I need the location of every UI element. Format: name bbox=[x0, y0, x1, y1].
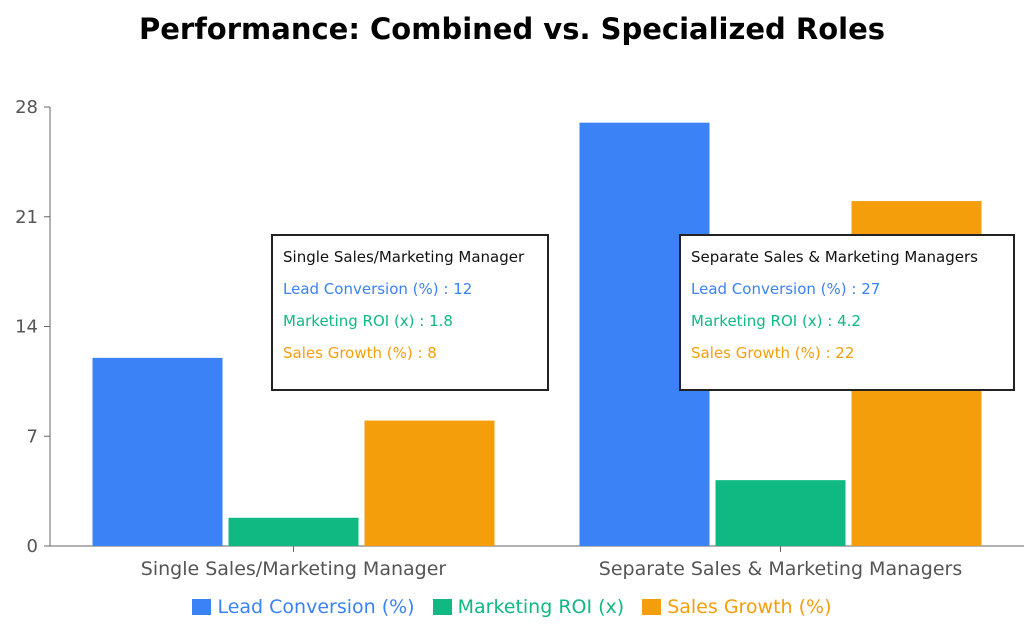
tooltip-row-sales-growth: Sales Growth (%) : 8 bbox=[283, 344, 437, 362]
tooltip-row-marketing-roi: Marketing ROI (x) : 1.8 bbox=[283, 312, 453, 330]
legend-swatch bbox=[192, 599, 212, 615]
bar bbox=[364, 420, 495, 546]
tooltip-row-lead-conversion: Lead Conversion (%) : 27 bbox=[691, 280, 881, 298]
y-tick-label: 28 bbox=[15, 97, 38, 118]
tooltip-single-manager: Single Sales/Marketing Manager Lead Conv… bbox=[271, 234, 549, 391]
tooltip-separate-managers: Separate Sales & Marketing Managers Lead… bbox=[679, 234, 1015, 391]
legend-item[interactable]: Marketing ROI (x) bbox=[432, 596, 625, 618]
legend-label: Lead Conversion (%) bbox=[217, 596, 415, 618]
y-tick-label: 0 bbox=[27, 536, 38, 557]
x-tick-label: Separate Sales & Marketing Managers bbox=[599, 558, 962, 580]
legend-label: Marketing ROI (x) bbox=[457, 596, 625, 618]
x-tick-label: Single Sales/Marketing Manager bbox=[141, 558, 447, 580]
legend-item[interactable]: Lead Conversion (%) bbox=[192, 596, 415, 618]
legend: Lead Conversion (%) Marketing ROI (x) Sale… bbox=[0, 596, 1024, 618]
bar bbox=[228, 517, 359, 546]
bar bbox=[92, 357, 223, 546]
legend-swatch bbox=[432, 599, 452, 615]
legend-label: Sales Growth (%) bbox=[667, 596, 832, 618]
tooltip-row-sales-growth: Sales Growth (%) : 22 bbox=[691, 344, 855, 362]
tooltip-title: Separate Sales & Marketing Managers bbox=[691, 248, 978, 266]
tooltip-title: Single Sales/Marketing Manager bbox=[283, 248, 525, 266]
y-tick-label: 14 bbox=[15, 317, 38, 338]
legend-item[interactable]: Sales Growth (%) bbox=[642, 596, 832, 618]
bar bbox=[715, 480, 846, 546]
y-tick-label: 21 bbox=[15, 207, 38, 228]
legend-swatch bbox=[642, 599, 662, 615]
tooltip-row-marketing-roi: Marketing ROI (x) : 4.2 bbox=[691, 312, 861, 330]
chart-title: Performance: Combined vs. Specialized Ro… bbox=[138, 12, 886, 46]
tooltip-row-lead-conversion: Lead Conversion (%) : 12 bbox=[283, 280, 473, 298]
y-tick-label: 7 bbox=[27, 426, 38, 447]
